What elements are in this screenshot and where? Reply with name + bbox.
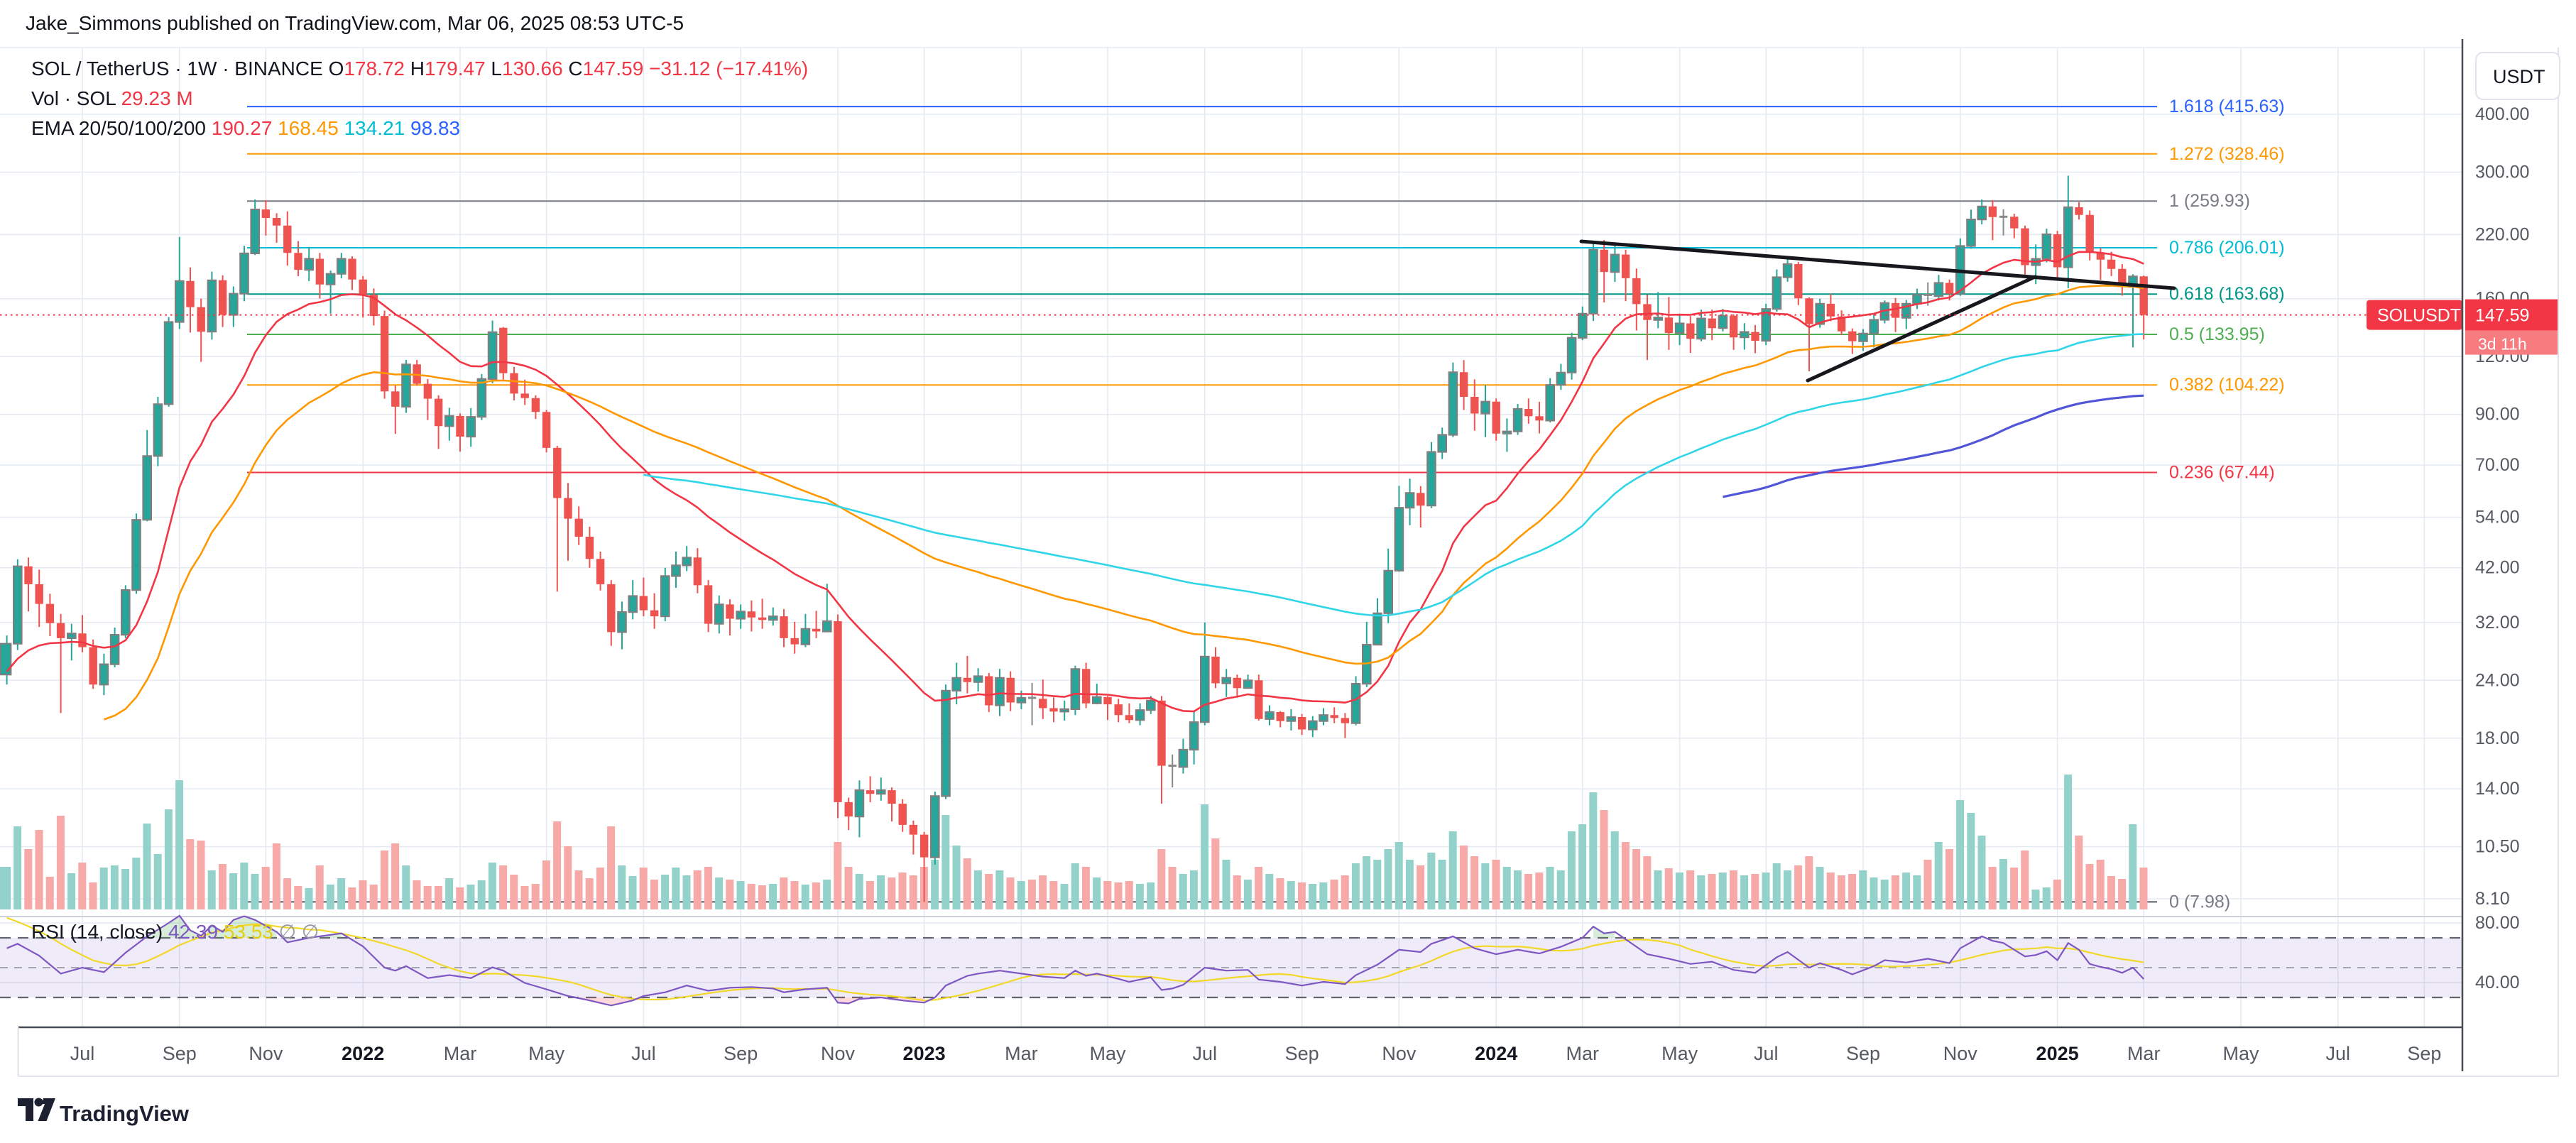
svg-text:Sep: Sep — [1846, 1043, 1880, 1064]
svg-text:2023: 2023 — [903, 1043, 946, 1064]
svg-text:Mar: Mar — [1005, 1043, 1038, 1064]
svg-text:0 (7.98): 0 (7.98) — [2169, 892, 2230, 912]
svg-text:54.00: 54.00 — [2475, 508, 2520, 527]
svg-text:May: May — [1089, 1043, 1126, 1064]
svg-text:Jul: Jul — [2326, 1043, 2351, 1064]
svg-text:10.50: 10.50 — [2475, 837, 2520, 857]
svg-text:3d 11h: 3d 11h — [2478, 335, 2527, 354]
svg-text:1.618 (415.63): 1.618 (415.63) — [2169, 97, 2285, 116]
svg-text:TradingView: TradingView — [60, 1101, 190, 1126]
svg-text:Jul: Jul — [1754, 1043, 1779, 1064]
svg-text:400.00: 400.00 — [2475, 104, 2529, 124]
svg-text:300.00: 300.00 — [2475, 163, 2529, 182]
svg-text:May: May — [1661, 1043, 1698, 1064]
svg-text:Nov: Nov — [1943, 1043, 1978, 1064]
svg-text:Sep: Sep — [1285, 1043, 1319, 1064]
svg-text:Jake_Simmons published on Trad: Jake_Simmons published on TradingView.co… — [26, 12, 684, 34]
svg-text:24.00: 24.00 — [2475, 670, 2520, 690]
svg-text:Sep: Sep — [724, 1043, 758, 1064]
svg-text:1 (259.93): 1 (259.93) — [2169, 191, 2250, 211]
svg-text:40.00: 40.00 — [2475, 973, 2520, 992]
svg-text:Jul: Jul — [70, 1043, 95, 1064]
svg-text:Nov: Nov — [821, 1043, 856, 1064]
svg-text:70.00: 70.00 — [2475, 455, 2520, 475]
svg-text:Vol · SOL 29.23 M: Vol · SOL 29.23 M — [31, 87, 193, 109]
svg-text:Jul: Jul — [631, 1043, 656, 1064]
svg-text:SOLUSDT: SOLUSDT — [2377, 306, 2461, 326]
svg-text:Mar: Mar — [444, 1043, 477, 1064]
svg-text:2022: 2022 — [342, 1043, 384, 1064]
svg-text:0.5 (133.95): 0.5 (133.95) — [2169, 324, 2265, 344]
svg-text:Sep: Sep — [163, 1043, 197, 1064]
svg-text:8.10: 8.10 — [2475, 889, 2510, 909]
svg-text:EMA 20/50/100/200 190.27 168: EMA 20/50/100/200 190.27 168.45 134.21 9… — [31, 117, 460, 139]
svg-text:2025: 2025 — [2036, 1043, 2079, 1064]
svg-text:Nov: Nov — [249, 1043, 283, 1064]
svg-text:1.272 (328.46): 1.272 (328.46) — [2169, 144, 2285, 164]
svg-text:Jul: Jul — [1193, 1043, 1218, 1064]
svg-text:2024: 2024 — [1475, 1043, 1517, 1064]
svg-text:147.59: 147.59 — [2475, 306, 2529, 326]
svg-text:0.618 (163.68): 0.618 (163.68) — [2169, 284, 2285, 304]
svg-text:May: May — [528, 1043, 565, 1064]
svg-text:90.00: 90.00 — [2475, 405, 2520, 425]
svg-text:Mar: Mar — [2127, 1043, 2161, 1064]
svg-text:220.00: 220.00 — [2475, 224, 2529, 244]
svg-text:0.382 (104.22): 0.382 (104.22) — [2169, 375, 2285, 395]
svg-text:0.786 (206.01): 0.786 (206.01) — [2169, 238, 2285, 258]
svg-text:USDT: USDT — [2493, 66, 2545, 87]
svg-text:80.00: 80.00 — [2475, 913, 2520, 933]
svg-text:14.00: 14.00 — [2475, 779, 2520, 799]
svg-text:Nov: Nov — [1382, 1043, 1417, 1064]
svg-text:Sep: Sep — [2407, 1043, 2441, 1064]
svg-text:RSI (14, close) 42.39 53.53: RSI (14, close) 42.39 53.53 ∅ ∅ — [31, 921, 319, 943]
svg-text:Mar: Mar — [1566, 1043, 1600, 1064]
svg-text:May: May — [2222, 1043, 2259, 1064]
svg-text:42.00: 42.00 — [2475, 558, 2520, 578]
svg-text:32.00: 32.00 — [2475, 613, 2520, 633]
svg-text:18.00: 18.00 — [2475, 728, 2520, 748]
svg-text:SOL / TetherUS · 1W · BINANCE: SOL / TetherUS · 1W · BINANCE O178.72 H1… — [31, 58, 808, 80]
svg-text:0.236 (67.44): 0.236 (67.44) — [2169, 463, 2275, 483]
